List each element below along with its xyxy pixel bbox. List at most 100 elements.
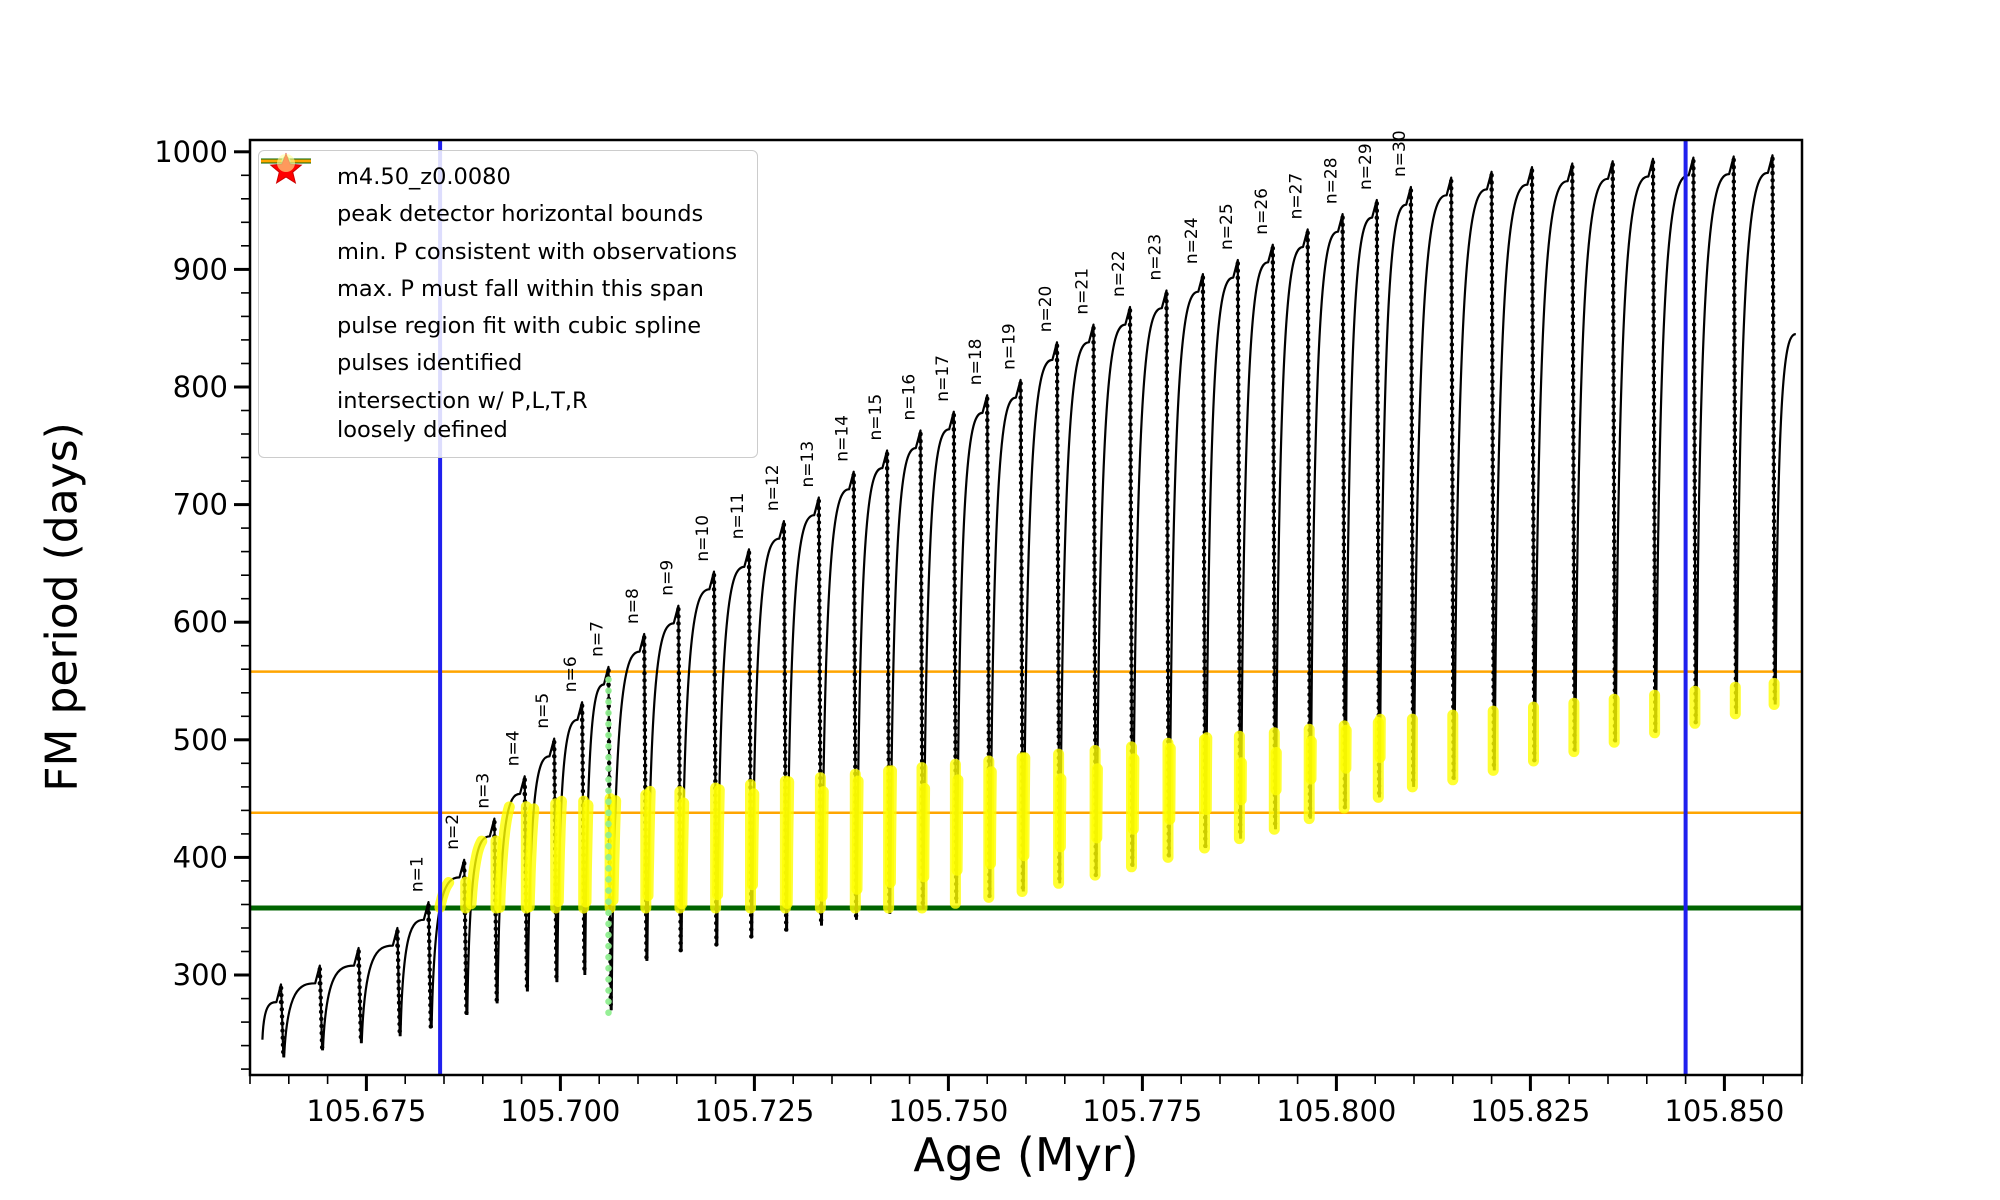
intersection-points [918, 783, 931, 883]
pulse-spike-dots [1235, 259, 1243, 841]
pulse-number-label: n=13 [798, 441, 818, 488]
pulse-curve [855, 449, 891, 920]
pulse-spike-dots [1570, 163, 1577, 754]
pulse-number-label: n=2 [443, 814, 463, 850]
intersection-points [1091, 763, 1103, 844]
intersection-points [494, 801, 515, 913]
pulse-curve [1274, 228, 1312, 830]
intersection-points [523, 803, 540, 913]
x-tick-label: 105.700 [500, 1094, 620, 1128]
pulse-curve [1493, 166, 1536, 771]
pulse-number-label: n=17 [933, 355, 953, 402]
pulse-spike-dots [395, 927, 402, 1039]
legend-item-label: pulses identified [337, 350, 523, 377]
x-tick-label: 105.750 [888, 1094, 1008, 1128]
pulse-curve [283, 964, 324, 1058]
y-tick-label: 1000 [154, 135, 228, 169]
pulse-spike-dots [317, 965, 325, 1053]
intersection-points [951, 774, 964, 876]
intersection-points [1054, 773, 1067, 853]
pulse-spike-dots [1091, 324, 1098, 878]
pulse-curve [1614, 157, 1657, 743]
pulse-spike-dots [426, 902, 433, 1031]
pulse-curve [1378, 185, 1415, 798]
pulse-spike-dots [1018, 379, 1026, 894]
pulse-number-label: n=18 [966, 339, 986, 386]
pulse-number-label: n=23 [1146, 234, 1166, 281]
pulse-number-label: n=28 [1322, 157, 1342, 204]
legend-item: max. P must fall within this span [261, 159, 737, 304]
pulse-spike-dots [1529, 167, 1537, 764]
pulse-spike-dots [1054, 342, 1062, 886]
intersection-points [851, 775, 864, 895]
pulse-curve [1774, 333, 1796, 705]
intersection-points [1127, 753, 1140, 835]
pulse-curve [399, 901, 432, 1037]
pulse-number-label: n=22 [1109, 250, 1129, 297]
pulse-spike-dots [1731, 156, 1739, 717]
pulse-spike-dots [1610, 161, 1618, 745]
x-tick-label: 105.775 [1082, 1094, 1202, 1128]
x-tick-label: 105.725 [694, 1094, 814, 1128]
pulse-number-label: n=9 [657, 560, 677, 596]
intersection-points [747, 788, 760, 891]
pulse-spike-dots [462, 859, 469, 1018]
pulse-number-label: n=16 [900, 374, 920, 421]
intersection-points [607, 795, 622, 906]
y-tick-label: 800 [173, 370, 228, 404]
pulse-curve [1574, 160, 1617, 752]
pulse-curve [1735, 154, 1776, 714]
pulse-spike-dots [1489, 171, 1497, 773]
pulse-curve [1239, 243, 1277, 839]
pulse-curve [1453, 170, 1495, 780]
pulse-number-label: n=5 [533, 693, 553, 729]
intersection-points [712, 784, 725, 901]
legend-item-label: intersection w/ P,L,T,R loosely defined [337, 387, 588, 443]
pulse-spike-dots [356, 947, 364, 1046]
pulse-curve [1059, 323, 1097, 884]
pulse-spike-dots [522, 776, 530, 994]
pulse-number-label: n=3 [473, 773, 493, 809]
pulse-spike-dots [1270, 244, 1278, 832]
legend-item: peak detector horizontal bounds [261, 158, 737, 229]
legend: m4.50_z0.0080 peak detector horizontal bo… [258, 150, 759, 458]
pulse-curve [1022, 341, 1061, 892]
pulse-number-label: n=15 [866, 394, 886, 441]
pulse-curve [922, 410, 958, 910]
intersection-points [465, 835, 488, 910]
pulse-number-label: n=8 [623, 588, 643, 624]
intersection-points [642, 785, 656, 902]
pulse-curve [989, 378, 1024, 898]
pulse-spike-dots [1408, 186, 1416, 790]
pulse-curve [360, 926, 401, 1044]
intersection-points [985, 766, 997, 870]
pulse-number-label: n=6 [561, 656, 581, 692]
intersection-points [781, 776, 795, 909]
x-tick-label: 105.800 [1276, 1094, 1396, 1128]
pulse-number-label: n=20 [1036, 286, 1056, 333]
legend-item-label: max. P must fall within this span [337, 275, 704, 302]
pulse-curve [321, 946, 363, 1051]
legend-item-label: min. P consistent with observations [337, 238, 738, 265]
pulse-spike-dots [492, 818, 499, 1006]
legend-item-label: m4.50_z0.0080 [337, 164, 511, 190]
pulse-spike-dots [1770, 155, 1777, 707]
pulse-curve [1655, 156, 1697, 733]
y-axis-label: FM period (days) [36, 422, 88, 792]
pulse-curve [1095, 305, 1134, 876]
legend-item: pulses identified [269, 152, 737, 378]
pulse-number-label: n=24 [1182, 217, 1202, 264]
pulse-number-label: n=21 [1073, 268, 1093, 315]
pulse-number-label: n=11 [728, 493, 748, 540]
legend-item: pulse region fit with cubic spline [271, 156, 737, 341]
x-axis-label: Age (Myr) [913, 1128, 1139, 1182]
pulse-number-label: n=14 [833, 415, 853, 462]
pulse-number-label: n=4 [504, 730, 524, 766]
y-tick-label: 400 [173, 840, 228, 874]
legend-item: m4.50_z0.0080 [261, 158, 737, 192]
pulse-number-label: n=1 [408, 856, 428, 892]
pulse-curve [261, 983, 285, 1058]
pulse-number-label: n=29 [1356, 143, 1376, 190]
pulse-curve [1344, 198, 1381, 809]
